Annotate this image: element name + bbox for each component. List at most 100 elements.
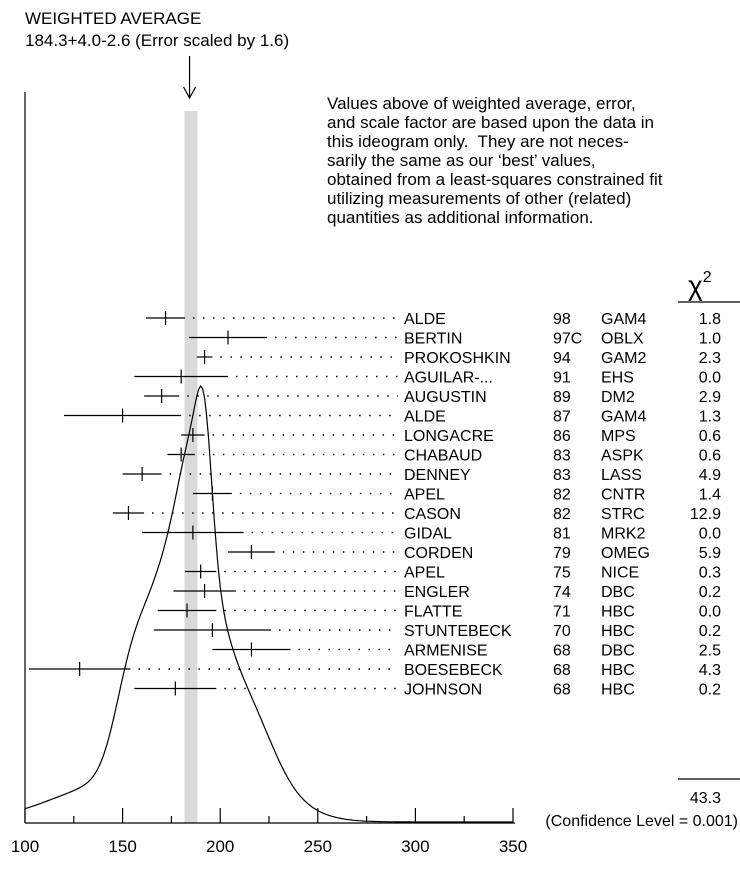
year-label: 82 <box>553 506 571 523</box>
measurement-row: ARMENISE 68 DBC 2.5 <box>212 642 721 660</box>
weighted-average-band <box>184 111 198 823</box>
chi2-value: 1.8 <box>699 311 721 328</box>
chi2-value: 1.4 <box>699 487 721 504</box>
note-line: sarily the same as our ‘best’ values, <box>327 151 596 170</box>
year-label: 86 <box>553 428 571 445</box>
x-axis-ticks <box>24 808 514 823</box>
chi2-value: 2.3 <box>699 350 721 367</box>
year-label: 74 <box>553 584 571 601</box>
year-label: 75 <box>553 565 571 582</box>
technique-label: CNTR <box>601 487 645 504</box>
author-label: DENNEY <box>404 467 471 484</box>
technique-label: ASPK <box>601 448 644 465</box>
chi2-value: 0.6 <box>699 448 721 465</box>
year-label: 89 <box>553 389 571 406</box>
author-label: FLATTE <box>404 604 462 621</box>
author-label: ALDE <box>404 311 446 328</box>
measurement-row: ENGLER 74 DBC 0.2 <box>173 584 721 601</box>
technique-label: STRC <box>601 506 645 523</box>
chi2-value: 2.5 <box>699 643 721 660</box>
technique-label: DBC <box>601 643 635 660</box>
chi2-value: 2.9 <box>699 389 721 406</box>
chi2-symbol: χ2 <box>688 269 712 301</box>
chart-subtitle: 184.3+4.0-2.6 (Error scaled by 1.6) <box>25 31 289 50</box>
author-label: APEL <box>404 565 445 582</box>
measurement-row: CHABAUD 83 ASPK 0.6 <box>167 447 721 465</box>
measurement-row: DENNEY 83 LASS 4.9 <box>122 467 721 484</box>
measurement-row: AGUILAR-... 91 EHS 0.0 <box>134 369 721 387</box>
chi2-value: 1.0 <box>699 331 721 348</box>
measurement-row: PROKOSHKIN 94 GAM2 2.3 <box>196 350 721 367</box>
chi2-value: 0.3 <box>699 565 721 582</box>
note-line: quantities as additional information. <box>327 208 594 227</box>
chi2-value: 4.9 <box>699 467 721 484</box>
author-label: JOHNSON <box>404 682 482 699</box>
x-tick-label: 250 <box>304 837 332 856</box>
measurement-row: ALDE 87 GAM4 1.3 <box>64 408 721 426</box>
confidence-level: (Confidence Level = 0.001) <box>545 813 738 830</box>
x-tick-label: 100 <box>11 837 39 856</box>
technique-label: DM2 <box>601 389 635 406</box>
chi2-value: 4.3 <box>699 662 721 679</box>
author-label: STUNTEBECK <box>404 623 512 640</box>
chart-title: WEIGHTED AVERAGE <box>25 9 201 28</box>
author-label: CORDEN <box>404 545 473 562</box>
chi2-value: 0.2 <box>699 682 721 699</box>
technique-label: OBLX <box>601 331 644 348</box>
technique-label: OMEG <box>601 545 650 562</box>
ideogram-curve <box>24 384 513 823</box>
chi2-value: 5.9 <box>699 545 721 562</box>
chi2-value: 0.0 <box>699 370 721 387</box>
chi2-value: 0.0 <box>699 604 721 621</box>
x-axis-tick-labels: 100 150 200 250 300 350 <box>11 837 527 856</box>
author-label: AGUILAR-... <box>404 370 493 387</box>
technique-label: GAM2 <box>601 350 646 367</box>
measurement-row: APEL 82 CNTR 1.4 <box>192 486 721 504</box>
measurement-rows: ALDE 98 GAM4 1.8 BERTIN 97C OBLX 1.0 PROKOSHKIN 9… <box>28 311 721 699</box>
measurement-row: ALDE 98 GAM4 1.8 <box>146 311 721 328</box>
year-label: 87 <box>553 409 571 426</box>
author-label: ARMENISE <box>404 643 488 660</box>
technique-label: GAM4 <box>601 409 646 426</box>
measurement-row: STUNTEBECK 70 HBC 0.2 <box>153 623 721 640</box>
year-label: 79 <box>553 545 571 562</box>
x-tick-label: 350 <box>499 837 527 856</box>
year-label: 97C <box>553 331 582 348</box>
measurement-row: BOESEBECK 68 HBC 4.3 <box>28 662 721 679</box>
year-label: 82 <box>553 487 571 504</box>
chi2-value: 0.6 <box>699 428 721 445</box>
chi2-value: 12.9 <box>690 506 721 523</box>
author-label: GIDAL <box>404 526 452 543</box>
year-label: 81 <box>553 526 571 543</box>
year-label: 68 <box>553 662 571 679</box>
chi2-value: 0.2 <box>699 584 721 601</box>
measurement-row: AUGUSTIN 89 DM2 2.9 <box>144 389 721 406</box>
note-line: Values above of weighted average, error, <box>327 94 636 113</box>
measurement-row: JOHNSON 68 HBC 0.2 <box>134 681 721 699</box>
measurement-row: CORDEN 79 OMEG 5.9 <box>228 545 721 562</box>
author-label: CASON <box>404 506 461 523</box>
methodology-note: Values above of weighted average, error,… <box>327 94 740 227</box>
year-label: 98 <box>553 311 571 328</box>
technique-label: HBC <box>601 623 635 640</box>
weighted-average-arrow <box>183 56 197 100</box>
x-tick-label: 150 <box>108 837 136 856</box>
year-label: 70 <box>553 623 571 640</box>
chi2-value: 1.3 <box>699 409 721 426</box>
chi2-value: 0.2 <box>699 623 721 640</box>
technique-label: HBC <box>601 682 635 699</box>
technique-label: DBC <box>601 584 635 601</box>
measurement-row: LONGACRE 86 MPS 0.6 <box>181 428 721 445</box>
note-line: and scale factor are based upon the data… <box>327 113 655 132</box>
year-label: 68 <box>553 643 571 660</box>
x-tick-label: 200 <box>206 837 234 856</box>
year-label: 91 <box>553 370 571 387</box>
measurement-row: FLATTE 71 HBC 0.0 <box>157 603 721 621</box>
technique-label: MRK2 <box>601 526 646 543</box>
author-label: ALDE <box>404 409 446 426</box>
measurement-row: GIDAL 81 MRK2 0.0 <box>142 525 721 543</box>
author-label: BOESEBECK <box>404 662 503 679</box>
technique-label: LASS <box>601 467 642 484</box>
arrow-head <box>183 86 197 100</box>
